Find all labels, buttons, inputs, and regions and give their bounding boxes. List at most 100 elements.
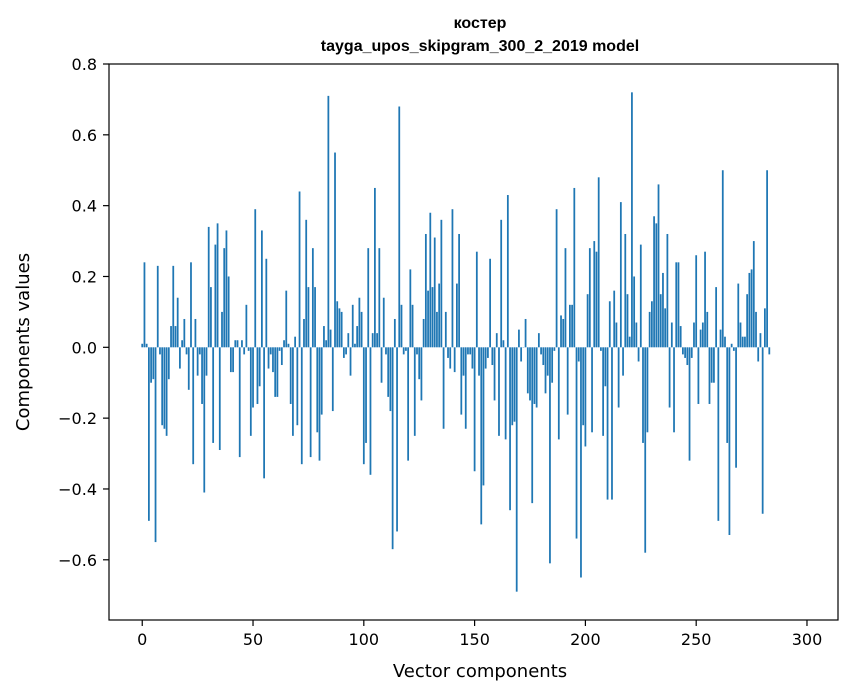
bar-108 <box>380 347 383 383</box>
bar-230 <box>650 301 653 348</box>
bar-5 <box>152 347 155 380</box>
bar-86 <box>331 347 334 412</box>
bar-274 <box>748 272 751 348</box>
y-axis-label: Components values <box>13 253 34 431</box>
bar-220 <box>628 336 631 348</box>
bar-210 <box>606 347 609 500</box>
bar-253 <box>701 322 704 348</box>
bar-48 <box>247 347 250 351</box>
bar-75 <box>307 287 310 348</box>
bar-76 <box>309 347 312 458</box>
bar-254 <box>704 251 706 348</box>
y-tick-label: −0.2 <box>58 409 97 428</box>
bar-105 <box>374 187 376 348</box>
bar-49 <box>249 347 252 436</box>
bar-72 <box>300 347 303 465</box>
bar-178 <box>535 347 538 408</box>
bar-183 <box>546 347 549 376</box>
bar-87 <box>334 152 336 348</box>
bar-2 <box>145 343 148 348</box>
bar-217 <box>622 347 624 376</box>
chart-title-line2: tayga_upos_skipgram_300_2_2019 model <box>321 38 639 55</box>
bar-33 <box>214 244 217 348</box>
bar-90 <box>340 311 343 348</box>
bars-group <box>141 92 771 592</box>
bar-222 <box>633 276 636 348</box>
bar-27 <box>201 347 203 404</box>
bar-264 <box>726 347 729 443</box>
bar-132 <box>433 237 436 348</box>
bar-224 <box>637 347 640 362</box>
bar-139 <box>449 347 452 369</box>
bar-97 <box>356 326 359 348</box>
bar-239 <box>670 322 673 348</box>
bar-29 <box>205 347 208 376</box>
bar-137 <box>444 311 447 348</box>
bar-243 <box>679 326 682 348</box>
bar-85 <box>329 329 332 348</box>
bar-163 <box>502 340 505 348</box>
bar-103 <box>369 347 372 475</box>
bar-234 <box>659 294 662 348</box>
bar-175 <box>529 347 531 401</box>
bar-55 <box>263 347 265 479</box>
bar-208 <box>602 347 605 436</box>
bar-67 <box>289 347 292 404</box>
bar-3 <box>148 347 150 521</box>
bar-68 <box>292 347 294 436</box>
bar-266 <box>730 343 733 348</box>
bar-164 <box>504 347 507 440</box>
bar-192 <box>566 347 569 415</box>
bar-277 <box>755 311 757 348</box>
bar-39 <box>227 276 230 348</box>
bar-79 <box>316 347 319 433</box>
bar-171 <box>520 347 523 362</box>
bar-199 <box>582 347 585 426</box>
bar-255 <box>706 311 709 348</box>
bar-181 <box>542 347 545 366</box>
bar-260 <box>717 347 720 521</box>
bar-179 <box>537 333 540 348</box>
bar-12 <box>167 347 170 380</box>
bar-118 <box>402 347 405 355</box>
bar-107 <box>378 248 381 348</box>
bar-102 <box>367 248 370 348</box>
bar-173 <box>524 318 527 348</box>
bar-141 <box>453 347 456 373</box>
bar-7 <box>156 265 159 348</box>
bar-146 <box>464 347 467 429</box>
bar-162 <box>500 219 503 348</box>
y-tick-label: 0.8 <box>72 55 97 74</box>
plot-area-frame <box>108 63 839 621</box>
bar-145 <box>462 347 465 376</box>
bar-244 <box>682 347 684 355</box>
bar-53 <box>258 347 261 387</box>
bar-144 <box>460 347 463 415</box>
bar-117 <box>400 304 403 348</box>
bar-64 <box>283 340 285 348</box>
bar-282 <box>766 170 768 348</box>
bar-1 <box>143 262 146 348</box>
bar-262 <box>721 170 724 348</box>
bar-204 <box>593 241 596 348</box>
bar-202 <box>588 248 591 348</box>
bar-30 <box>207 226 210 348</box>
bar-13 <box>170 326 172 348</box>
bar-223 <box>635 322 638 348</box>
bar-174 <box>526 347 529 394</box>
bar-197 <box>577 347 580 362</box>
bar-0 <box>141 343 144 348</box>
bar-96 <box>354 343 356 348</box>
bar-280 <box>761 347 764 514</box>
bar-40 <box>229 347 232 373</box>
bar-198 <box>580 347 582 578</box>
bar-52 <box>256 347 259 404</box>
bar-44 <box>238 347 241 458</box>
bar-35 <box>218 347 221 451</box>
bar-54 <box>261 230 263 348</box>
bar-11 <box>165 347 168 436</box>
bar-112 <box>389 347 392 412</box>
bar-213 <box>613 290 616 348</box>
bar-28 <box>203 347 206 493</box>
